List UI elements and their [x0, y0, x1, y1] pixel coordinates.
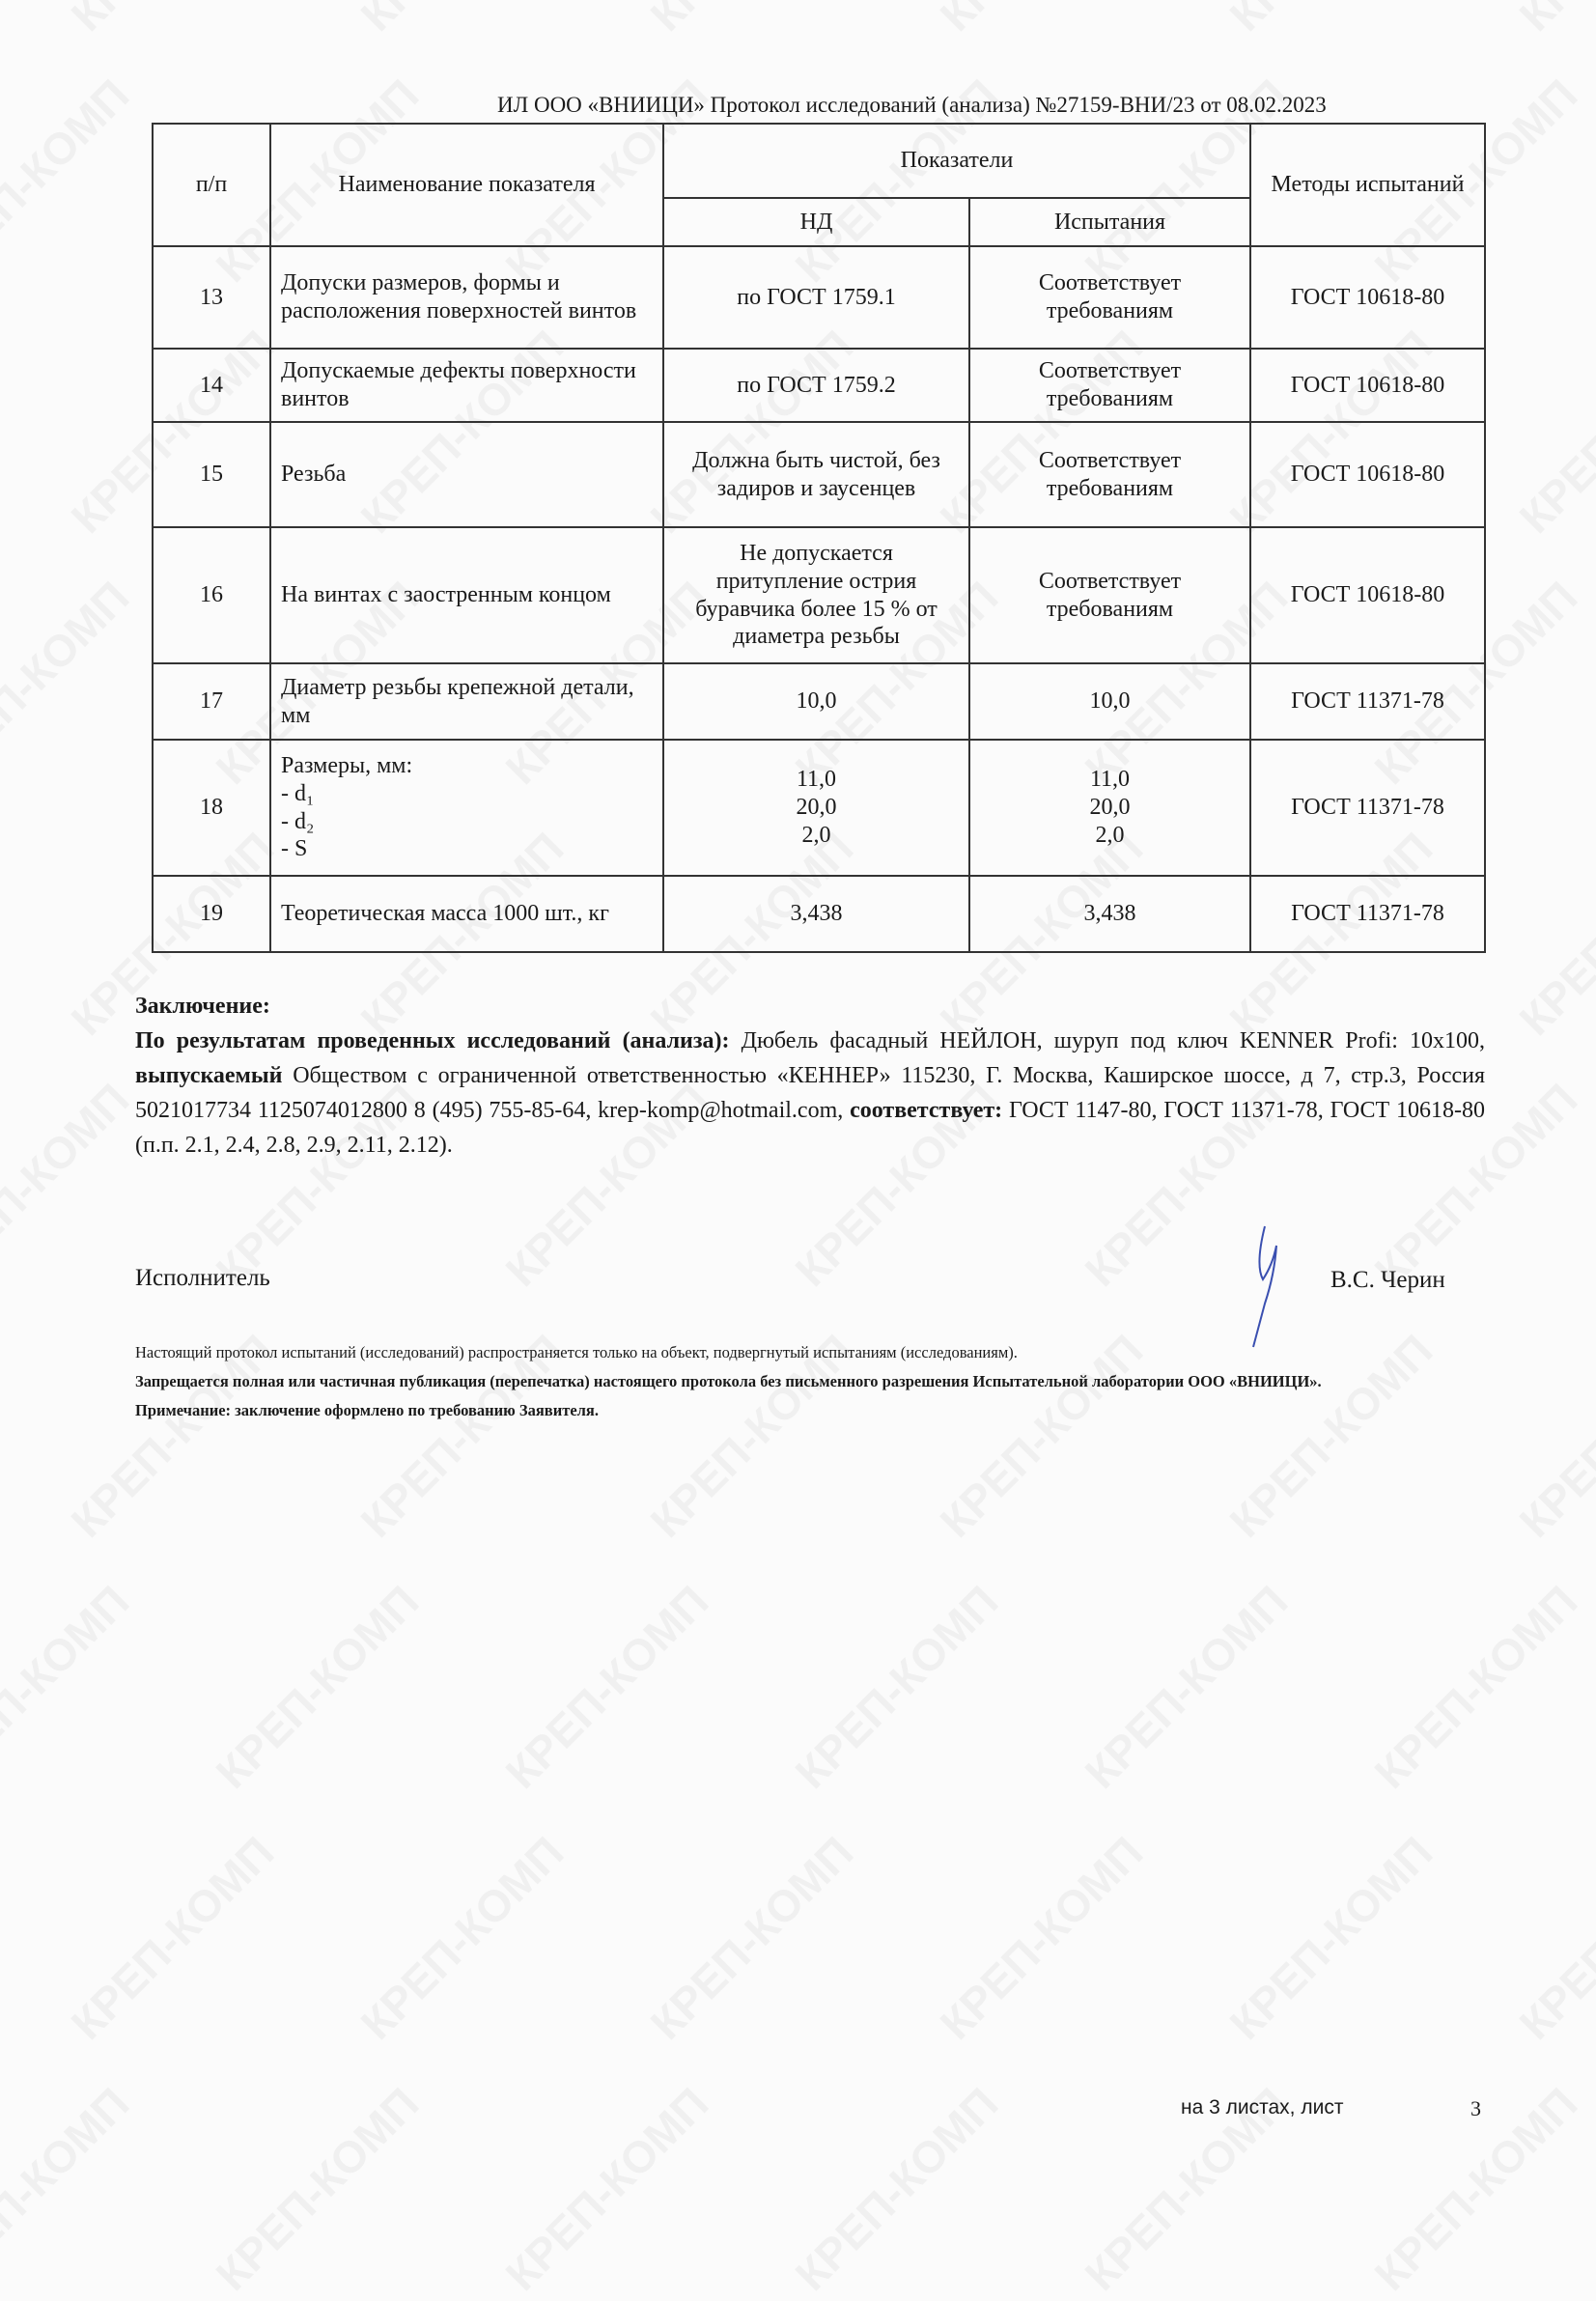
row-method: ГОСТ 10618-80 — [1249, 421, 1486, 528]
row-name: На винтах с заостренным концом — [269, 526, 664, 664]
conclusion-text: Дюбель фасадный НЕЙЛОН, шуруп под ключ K… — [729, 1028, 1486, 1053]
row-number: 19 — [152, 875, 271, 953]
row-nd: 10,0 — [662, 662, 970, 741]
row-method: ГОСТ 10618-80 — [1249, 348, 1486, 423]
table-row: 15 Резьба Должна быть чистой, без задиров … — [152, 421, 1486, 528]
conclusion-text: ГОСТ 1147-80, ГОСТ 11371-78, ГОСТ 10618-… — [135, 1098, 1485, 1158]
row-test: Соответствует требованиям — [968, 421, 1251, 528]
row-test: Соответствует требованиям — [968, 526, 1251, 664]
row-test: Соответствует требованиям — [968, 245, 1251, 350]
table-row: 16 На винтах с заостренным концом Не допус… — [152, 526, 1486, 664]
signature-image — [1252, 1225, 1277, 1348]
table-row: 19 Теоретическая масса 1000 шт., кг 3,438 3… — [152, 875, 1486, 953]
executor-name: В.С. Черин — [1330, 1267, 1445, 1293]
header-num: п/п — [152, 123, 271, 247]
footnote-note: Примечание: заключение оформлено по треб… — [135, 1401, 599, 1419]
header-nd: НД — [662, 197, 970, 247]
row-nd: Должна быть чистой, без задиров и заусен… — [662, 421, 970, 528]
row-method: ГОСТ 11371-78 — [1249, 739, 1486, 877]
row-number: 17 — [152, 662, 271, 741]
row-name: Диаметр резьбы крепежной детали, мм — [269, 662, 664, 741]
footnotes: Настоящий протокол испытаний (исследован… — [135, 1338, 1487, 1425]
footnote-scope: Настоящий протокол испытаний (исследован… — [135, 1343, 1018, 1361]
results-table: п/п Наименование показателя Показатели М… — [152, 123, 1486, 953]
row-nd: 3,438 — [662, 875, 970, 953]
header-name: Наименование показателя — [269, 123, 664, 247]
row-name: Резьба — [269, 421, 664, 528]
header-indicators: Показатели — [662, 123, 1251, 199]
row-name: Размеры, мм: - d₁ - d₂ - S — [269, 739, 664, 877]
conclusion-bold: соответствует: — [850, 1098, 1003, 1123]
footnote-prohibition: Запрещается полная или частичная публика… — [135, 1372, 1322, 1390]
row-method: ГОСТ 11371-78 — [1249, 875, 1486, 953]
row-number: 18 — [152, 739, 271, 877]
row-number: 16 — [152, 526, 271, 664]
row-nd: по ГОСТ 1759.2 — [662, 348, 970, 423]
table-row: 14 Допускаемые дефекты поверхности винтов… — [152, 348, 1486, 423]
row-name: Теоретическая масса 1000 шт., кг — [269, 875, 664, 953]
header-methods: Методы испытаний — [1249, 123, 1486, 247]
row-test: Соответствует требованиям — [968, 348, 1251, 423]
row-name: Допуски размеров, формы и расположения п… — [269, 245, 664, 350]
conclusion-bold: выпускаемый — [135, 1063, 283, 1088]
table-row: 18 Размеры, мм: - d₁ - d₂ - S 11,0 20,0 2,… — [152, 739, 1486, 877]
conclusion: Заключение: По результатам проведенных и… — [135, 989, 1485, 1163]
row-method: ГОСТ 11371-78 — [1249, 662, 1486, 741]
row-nd: Не допускается притупление острия буравч… — [662, 526, 970, 664]
row-number: 14 — [152, 348, 271, 423]
row-test: 3,438 — [968, 875, 1251, 953]
page-number: 3 — [1470, 2096, 1481, 2120]
table-row: 13 Допуски размеров, формы и расположения… — [152, 245, 1486, 350]
header-test: Испытания — [968, 197, 1251, 247]
row-number: 15 — [152, 421, 271, 528]
row-test: 10,0 — [968, 662, 1251, 741]
row-method: ГОСТ 10618-80 — [1249, 526, 1486, 664]
row-nd: по ГОСТ 1759.1 — [662, 245, 970, 350]
row-name: Допускаемые дефекты поверхности винтов — [269, 348, 664, 423]
conclusion-lead: По результатам проведенных исследований … — [135, 1028, 730, 1053]
table-row: 17 Диаметр резьбы крепежной детали, мм 10,… — [152, 662, 1486, 741]
row-test: 11,0 20,0 2,0 — [968, 739, 1251, 877]
protocol-header: ИЛ ООО «ВНИИЦИ» Протокол исследований (а… — [497, 93, 1327, 117]
conclusion-body: По результатам проведенных исследований … — [135, 1024, 1485, 1163]
row-nd: 11,0 20,0 2,0 — [662, 739, 970, 877]
row-method: ГОСТ 10618-80 — [1249, 245, 1486, 350]
conclusion-title: Заключение: — [135, 994, 270, 1019]
executor-label: Исполнитель — [135, 1265, 270, 1291]
conclusion-text: Обществом с ограниченной ответственность… — [135, 1063, 1485, 1123]
row-number: 13 — [152, 245, 271, 350]
sheet-count: на 3 листах, лист — [1181, 2096, 1344, 2119]
